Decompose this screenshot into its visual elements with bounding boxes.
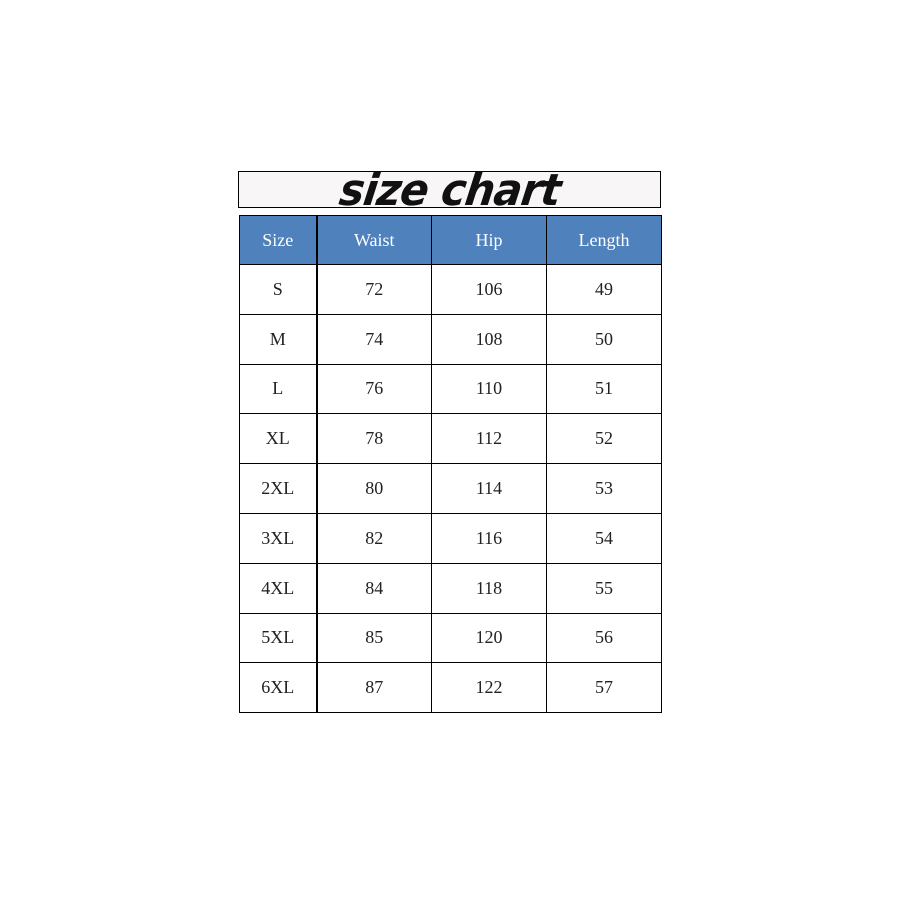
size-cell: 4XL [239, 562, 318, 614]
header-hip: Hip [431, 215, 547, 265]
waist-cell: 85 [316, 612, 432, 664]
waist-cell: 82 [316, 512, 432, 564]
table-row: S 72 106 49 [239, 264, 662, 315]
length-cell: 52 [546, 413, 662, 465]
hip-cell: 106 [431, 264, 547, 315]
hip-cell: 108 [431, 313, 547, 365]
length-cell: 57 [546, 662, 662, 714]
size-cell: XL [239, 413, 318, 465]
hip-cell: 122 [431, 662, 547, 714]
size-cell: M [239, 313, 318, 365]
table-row: L 76 110 51 [239, 363, 662, 415]
waist-cell: 84 [316, 562, 432, 614]
length-cell: 55 [546, 562, 662, 614]
waist-cell: 76 [316, 363, 432, 415]
size-cell: 6XL [239, 662, 318, 714]
hip-cell: 114 [431, 463, 547, 514]
length-cell: 50 [546, 313, 662, 365]
hip-cell: 110 [431, 363, 547, 415]
length-cell: 51 [546, 363, 662, 415]
table-row: 6XL 87 122 57 [239, 662, 662, 714]
title-banner: size chart [238, 165, 661, 216]
size-cell: 3XL [239, 512, 318, 564]
length-cell: 49 [546, 264, 662, 315]
hip-cell: 118 [431, 562, 547, 614]
header-waist: Waist [316, 215, 432, 265]
size-cell: S [239, 264, 318, 315]
table-row: M 74 108 50 [239, 313, 662, 365]
size-cell: L [239, 363, 318, 415]
hip-cell: 116 [431, 512, 547, 564]
table-row: XL 78 112 52 [239, 413, 662, 465]
waist-cell: 74 [316, 313, 432, 365]
table-row: 5XL 85 120 56 [239, 612, 662, 664]
header-size: Size [239, 215, 318, 265]
length-cell: 54 [546, 512, 662, 564]
waist-cell: 72 [316, 264, 432, 315]
table-row: 3XL 82 116 54 [239, 512, 662, 564]
length-cell: 53 [546, 463, 662, 514]
header-length: Length [546, 215, 662, 265]
size-cell: 5XL [239, 612, 318, 664]
size-cell: 2XL [239, 463, 318, 514]
hip-cell: 120 [431, 612, 547, 664]
table-row: 4XL 84 118 55 [239, 562, 662, 614]
waist-cell: 78 [316, 413, 432, 465]
header-row: Size Waist Hip Length [239, 215, 662, 265]
waist-cell: 87 [316, 662, 432, 714]
length-cell: 56 [546, 612, 662, 664]
table-row: 2XL 80 114 53 [239, 463, 662, 514]
hip-cell: 112 [431, 413, 547, 465]
page-title: size chart [336, 164, 564, 216]
waist-cell: 80 [316, 463, 432, 514]
size-table: Size Waist Hip Length S 72 106 49 M 74 108 50 L 7… [239, 215, 662, 714]
